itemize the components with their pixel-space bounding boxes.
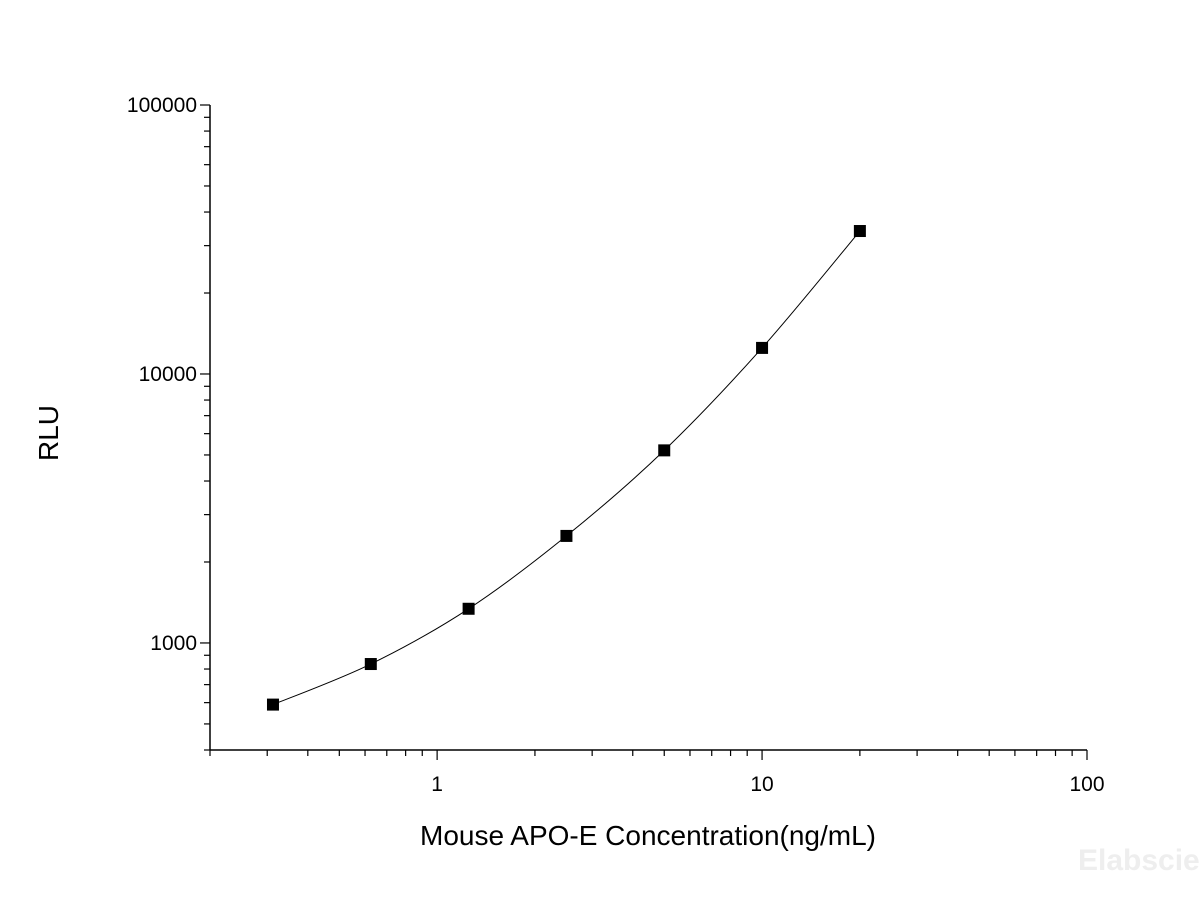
y-tick-label: 100000 bbox=[127, 94, 197, 117]
watermark-text: Elabscience bbox=[1078, 844, 1200, 877]
y-axis-title: RLU bbox=[33, 405, 64, 461]
x-axis-ticks: 1 10 100 bbox=[209, 750, 1105, 796]
data-points bbox=[266, 225, 866, 711]
data-point bbox=[364, 658, 377, 671]
axes bbox=[209, 105, 1087, 751]
y-tick-label: 10000 bbox=[139, 363, 197, 386]
data-point bbox=[658, 444, 671, 457]
y-axis-ticks: 1000 10000 100000 bbox=[127, 94, 210, 751]
data-point bbox=[266, 698, 279, 711]
x-tick-label: 10 bbox=[750, 773, 773, 796]
data-point bbox=[756, 341, 769, 354]
x-tick-label: 100 bbox=[1069, 773, 1104, 796]
fit-curve bbox=[272, 230, 861, 706]
fit-curve-line bbox=[272, 230, 861, 706]
data-point bbox=[462, 602, 475, 615]
data-point bbox=[560, 529, 573, 542]
y-tick-label: 1000 bbox=[150, 632, 197, 655]
x-tick-label: 1 bbox=[431, 773, 443, 796]
x-axis-title: Mouse APO-E Concentration(ng/mL) bbox=[420, 820, 876, 851]
data-point bbox=[853, 225, 866, 238]
